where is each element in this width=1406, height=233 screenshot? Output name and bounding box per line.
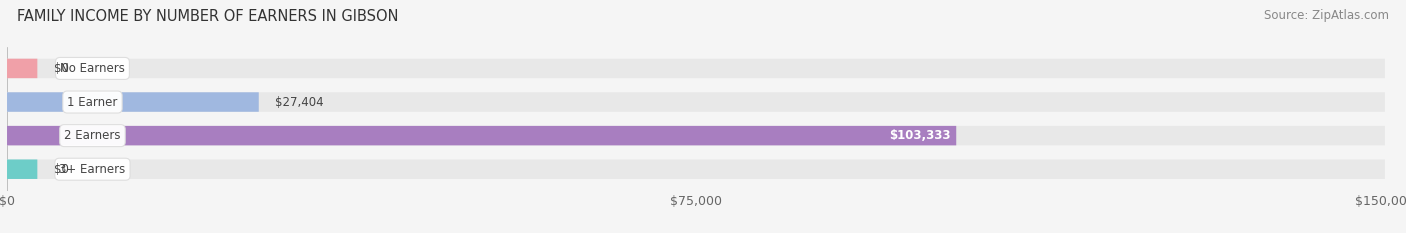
- FancyBboxPatch shape: [7, 159, 1385, 179]
- FancyBboxPatch shape: [7, 92, 259, 112]
- Text: FAMILY INCOME BY NUMBER OF EARNERS IN GIBSON: FAMILY INCOME BY NUMBER OF EARNERS IN GI…: [17, 9, 398, 24]
- FancyBboxPatch shape: [7, 59, 1385, 78]
- Text: 1 Earner: 1 Earner: [67, 96, 118, 109]
- Text: 2 Earners: 2 Earners: [65, 129, 121, 142]
- FancyBboxPatch shape: [7, 126, 956, 145]
- Text: $0: $0: [53, 163, 69, 176]
- FancyBboxPatch shape: [7, 92, 1385, 112]
- Text: $103,333: $103,333: [889, 129, 950, 142]
- Text: No Earners: No Earners: [60, 62, 125, 75]
- Text: Source: ZipAtlas.com: Source: ZipAtlas.com: [1264, 9, 1389, 22]
- Text: $27,404: $27,404: [276, 96, 323, 109]
- FancyBboxPatch shape: [7, 126, 1385, 145]
- FancyBboxPatch shape: [7, 159, 38, 179]
- FancyBboxPatch shape: [7, 59, 38, 78]
- Text: 3+ Earners: 3+ Earners: [59, 163, 125, 176]
- Text: $0: $0: [53, 62, 69, 75]
